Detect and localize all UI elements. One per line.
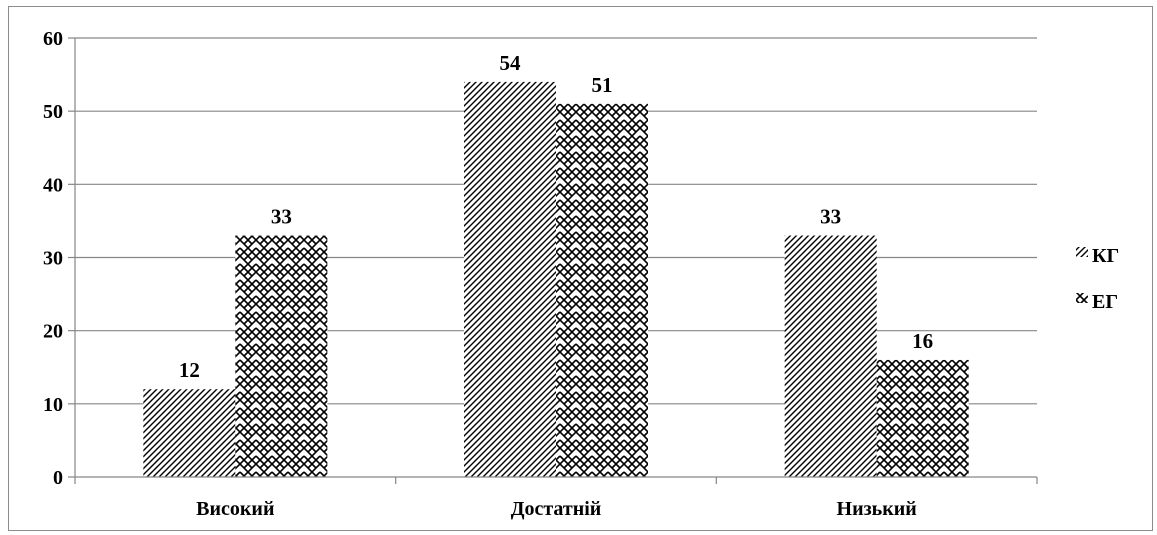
- category-label: Високий: [196, 498, 274, 520]
- category-label: Низький: [837, 498, 917, 520]
- bar-eg: [876, 359, 969, 477]
- legend-label: ЕГ: [1092, 291, 1118, 313]
- data-label: 33: [820, 205, 841, 229]
- bar-eg: [556, 103, 648, 477]
- legend-swatch: [1076, 247, 1088, 257]
- data-label: 12: [179, 358, 200, 382]
- data-label: 33: [271, 205, 292, 229]
- data-label: 16: [912, 329, 933, 353]
- y-tick-label: 40: [43, 174, 63, 196]
- y-tick-label: 20: [43, 321, 63, 343]
- bar-kg: [143, 389, 236, 477]
- data-label: 54: [500, 51, 522, 75]
- bar-kg: [784, 235, 877, 477]
- y-tick-label: 30: [43, 248, 63, 270]
- bar-eg: [235, 235, 328, 477]
- y-tick-label: 50: [43, 101, 63, 123]
- y-tick-label: 60: [43, 28, 63, 50]
- category-label: Достатній: [511, 498, 602, 520]
- bar-kg: [464, 81, 556, 478]
- data-label: 51: [592, 73, 613, 97]
- y-tick-label: 0: [53, 467, 63, 489]
- legend-swatch: [1076, 293, 1088, 303]
- y-tick-label: 10: [43, 394, 63, 416]
- legend-label: КГ: [1092, 245, 1119, 267]
